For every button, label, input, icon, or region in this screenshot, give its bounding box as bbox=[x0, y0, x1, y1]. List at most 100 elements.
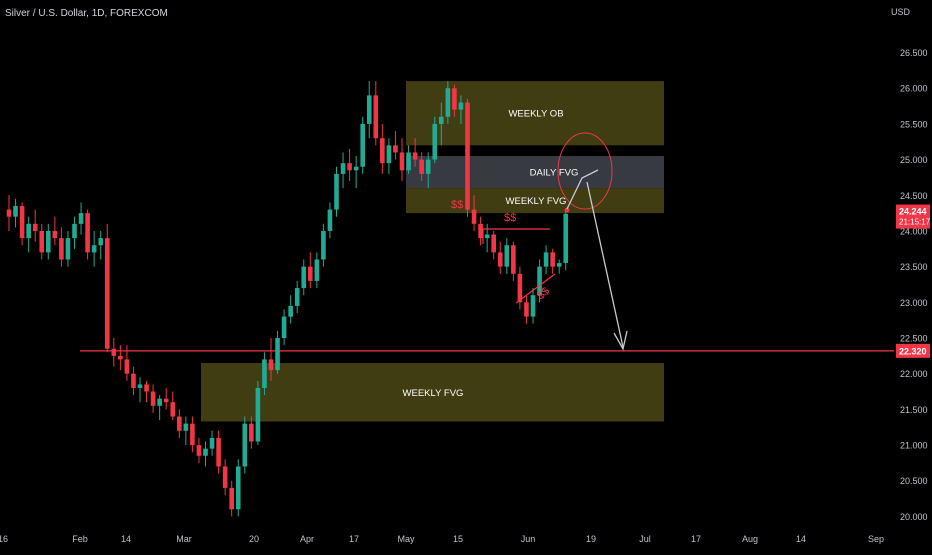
candle[interactable] bbox=[484, 234, 490, 239]
candle[interactable] bbox=[216, 437, 221, 467]
candle[interactable] bbox=[262, 359, 267, 388]
candle[interactable] bbox=[425, 159, 431, 174]
rising-lows-line[interactable] bbox=[515, 273, 556, 304]
candle[interactable] bbox=[537, 266, 542, 296]
candle[interactable] bbox=[301, 266, 307, 289]
candle[interactable] bbox=[183, 423, 189, 431]
candle[interactable] bbox=[419, 159, 424, 174]
candle[interactable] bbox=[72, 223, 77, 239]
candle[interactable] bbox=[157, 398, 162, 406]
candle[interactable] bbox=[170, 402, 176, 417]
projection-arrow-line[interactable] bbox=[586, 181, 624, 348]
candle[interactable] bbox=[137, 384, 143, 388]
candle[interactable] bbox=[111, 348, 117, 356]
candle[interactable] bbox=[347, 163, 352, 171]
candle[interactable] bbox=[530, 295, 536, 317]
candle[interactable] bbox=[281, 316, 287, 339]
y-tick-label: 21.000 bbox=[900, 441, 928, 451]
candle[interactable] bbox=[222, 466, 228, 488]
candle[interactable] bbox=[399, 152, 405, 171]
candle[interactable] bbox=[353, 166, 359, 171]
candle[interactable] bbox=[163, 398, 169, 403]
candle[interactable] bbox=[85, 213, 90, 253]
candle[interactable] bbox=[26, 223, 31, 239]
candle[interactable] bbox=[242, 423, 248, 467]
candle[interactable] bbox=[249, 423, 254, 442]
candle[interactable] bbox=[118, 355, 123, 360]
candle[interactable] bbox=[393, 145, 398, 153]
candle[interactable] bbox=[13, 205, 18, 217]
candle[interactable] bbox=[190, 423, 195, 446]
candle[interactable] bbox=[46, 230, 51, 253]
candle[interactable] bbox=[98, 238, 103, 246]
candle[interactable] bbox=[497, 252, 503, 267]
candle[interactable] bbox=[6, 209, 12, 217]
candle[interactable] bbox=[334, 173, 339, 210]
candle[interactable] bbox=[327, 209, 333, 231]
candle[interactable] bbox=[209, 437, 215, 449]
projection-path[interactable] bbox=[566, 169, 599, 210]
candle[interactable] bbox=[432, 123, 438, 160]
candle[interactable] bbox=[452, 88, 457, 110]
candle[interactable] bbox=[314, 259, 320, 281]
candle[interactable] bbox=[32, 223, 38, 231]
equal-highs-line[interactable] bbox=[482, 228, 550, 244]
candle[interactable] bbox=[340, 163, 346, 174]
candle[interactable] bbox=[78, 213, 84, 224]
candle[interactable] bbox=[386, 145, 392, 164]
candle[interactable] bbox=[478, 223, 483, 239]
candle[interactable] bbox=[445, 88, 451, 117]
candle[interactable] bbox=[131, 373, 136, 388]
candle[interactable] bbox=[406, 152, 411, 171]
candle[interactable] bbox=[491, 234, 496, 253]
candle[interactable] bbox=[380, 138, 385, 164]
candle[interactable] bbox=[19, 205, 25, 239]
x-tick-label: Jul bbox=[639, 534, 651, 544]
candle[interactable] bbox=[177, 416, 182, 431]
candle[interactable] bbox=[373, 95, 379, 139]
candle[interactable] bbox=[321, 230, 326, 260]
candle[interactable] bbox=[556, 263, 562, 267]
candle[interactable] bbox=[59, 238, 64, 260]
candle[interactable] bbox=[550, 252, 555, 267]
candle[interactable] bbox=[517, 273, 523, 303]
candle[interactable] bbox=[471, 209, 477, 224]
candle[interactable] bbox=[104, 238, 110, 349]
candle[interactable] bbox=[524, 302, 529, 317]
candle[interactable] bbox=[268, 359, 274, 371]
candle[interactable] bbox=[275, 338, 280, 371]
candle[interactable] bbox=[366, 95, 372, 124]
axis-layer: 26.500 26.000 25.500 25.000 24.500 24.000 23.5… bbox=[0, 48, 931, 544]
candle[interactable] bbox=[458, 102, 464, 110]
candle[interactable] bbox=[235, 466, 241, 510]
support-price-tag[interactable] bbox=[896, 343, 930, 358]
candle[interactable] bbox=[52, 230, 58, 239]
y-tick-label: 23.500 bbox=[900, 262, 928, 272]
candle[interactable] bbox=[504, 245, 510, 267]
current-price-tag[interactable] bbox=[896, 204, 930, 229]
candle[interactable] bbox=[203, 448, 208, 456]
candle[interactable] bbox=[511, 245, 516, 274]
candle[interactable] bbox=[294, 288, 300, 306]
candle[interactable] bbox=[360, 123, 365, 167]
candle[interactable] bbox=[144, 384, 149, 392]
candle[interactable] bbox=[65, 238, 71, 260]
x-tick-label: 14 bbox=[796, 534, 806, 544]
candle[interactable] bbox=[150, 391, 156, 406]
candle[interactable] bbox=[288, 305, 293, 317]
candle[interactable] bbox=[543, 252, 549, 267]
candle[interactable] bbox=[563, 213, 569, 264]
candle[interactable] bbox=[196, 445, 202, 456]
candle[interactable] bbox=[91, 245, 97, 253]
candle[interactable] bbox=[39, 230, 45, 253]
target-circle[interactable] bbox=[557, 132, 613, 210]
candle[interactable] bbox=[412, 152, 418, 160]
candle[interactable] bbox=[439, 116, 444, 124]
candle[interactable] bbox=[229, 487, 234, 510]
candle[interactable] bbox=[124, 359, 130, 374]
candle[interactable] bbox=[308, 266, 313, 281]
candle[interactable] bbox=[465, 102, 470, 210]
candle[interactable] bbox=[255, 387, 261, 442]
